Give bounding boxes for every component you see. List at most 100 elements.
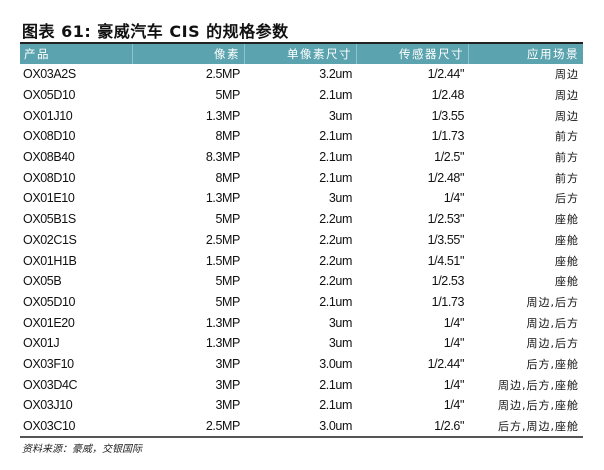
cell-product: OX02C1S (23, 232, 77, 247)
cell-sensor-size: 1/4" (443, 398, 465, 413)
cell-product: OX08B40 (23, 150, 75, 165)
cell-sensor-size: 1/2.44" (427, 356, 465, 371)
cell-application: 后方,座舱 (526, 357, 579, 371)
cell-pixel-size: 2.1um (319, 88, 352, 103)
cell-sensor-size: 1/2.53 (431, 274, 465, 289)
cell-sensor-size: 1/4" (443, 336, 465, 351)
cell-pixel-size: 3um (328, 108, 353, 123)
cell-application: 周边,后方 (526, 337, 579, 351)
cell-product: OX03C10 (23, 419, 76, 434)
cell-sensor-size: 1/2.53" (427, 212, 465, 227)
cell-product: OX08D10 (23, 170, 76, 185)
cell-sensor-size: 1/4.51" (427, 253, 465, 268)
header-pixel-size: 单像素尺寸 (245, 44, 357, 64)
cell-application: 前方 (555, 151, 579, 165)
cell-sensor-size: 1/1.73 (431, 294, 465, 309)
cell-pixels: 8MP (215, 170, 240, 185)
cell-application: 周边,后方,座舱 (498, 399, 579, 413)
cell-application: 前方 (555, 171, 579, 185)
source-note: 资料来源：豪威，交银国际 (22, 444, 142, 455)
cell-product: OX01J (23, 336, 60, 351)
table-row: OX01H1B 1.5MP 2.2um 1/4.51" 座舱 (20, 250, 583, 271)
cell-product: OX05B1S (23, 212, 76, 227)
cell-pixel-size: 2.1um (319, 398, 352, 413)
cell-application: 前方 (555, 130, 579, 144)
cell-product: OX03D4C (23, 377, 78, 392)
cell-pixel-size: 2.1um (319, 129, 352, 144)
cell-product: OX01J10 (23, 108, 73, 123)
table-row: OX03A2S 2.5MP 3.2um 1/2.44" 周边 (20, 64, 583, 85)
cell-application: 座舱 (555, 213, 579, 227)
cell-pixel-size: 3um (328, 336, 353, 351)
cell-pixels: 2.5MP (205, 419, 241, 434)
spec-table: 产品 像素 单像素尺寸 传感器尺寸 应用场景 OX03A2S 2.5MP 3.2um… (20, 42, 583, 439)
table-row: OX01J 1.3MP 3um 1/4" 周边,后方 (20, 333, 583, 354)
cell-pixels: 8.3MP (205, 150, 241, 165)
cell-pixels: 3MP (215, 398, 240, 413)
cell-sensor-size: 1/2.6" (434, 419, 464, 434)
header-product: 产品 (20, 44, 133, 64)
cell-pixels: 5MP (215, 212, 240, 227)
cell-sensor-size: 1/4" (443, 315, 465, 330)
cell-pixels: 5MP (215, 88, 240, 103)
cell-sensor-size: 1/4" (443, 377, 465, 392)
table-header: 产品 像素 单像素尺寸 传感器尺寸 应用场景 (20, 44, 583, 64)
cell-pixel-size: 2.1um (319, 377, 352, 392)
cell-product: OX05D10 (23, 88, 76, 103)
table-row: OX01E10 1.3MP 3um 1/4" 后方 (20, 188, 583, 209)
table-row: OX01J10 1.3MP 3um 1/3.55 周边 (20, 105, 583, 126)
cell-pixel-size: 3.0um (319, 419, 352, 434)
table-row: OX05D10 5MP 2.1um 1/1.73 周边,后方 (20, 292, 583, 313)
table-row: OX03J10 3MP 2.1um 1/4" 周边,后方,座舱 (20, 395, 583, 416)
cell-application: 座舱 (555, 233, 579, 247)
cell-product: OX05B (23, 274, 62, 289)
cell-pixels: 5MP (215, 294, 240, 309)
cell-pixels: 2.5MP (205, 67, 241, 82)
table-row: OX08D10 8MP 2.1um 1/2.48" 前方 (20, 167, 583, 188)
cell-application: 周边,后方 (526, 316, 579, 330)
cell-application: 周边,后方,座舱 (498, 378, 579, 392)
cell-pixel-size: 2.2um (319, 212, 352, 227)
table-row: OX05B1S 5MP 2.2um 1/2.53" 座舱 (20, 209, 583, 230)
cell-pixels: 3MP (215, 377, 240, 392)
cell-sensor-size: 1/2.48 (431, 88, 465, 103)
cell-application: 周边 (555, 89, 579, 103)
cell-sensor-size: 1/3.55 (431, 108, 465, 123)
cell-pixels: 3MP (215, 356, 240, 371)
table-row: OX03C10 2.5MP 3.0um 1/2.6" 后方,周边,座舱 (20, 416, 583, 437)
cell-sensor-size: 1/4" (443, 191, 465, 206)
cell-pixel-size: 2.1um (319, 150, 352, 165)
cell-pixels: 5MP (215, 274, 240, 289)
cell-pixel-size: 2.1um (319, 170, 352, 185)
cell-product: OX01E10 (23, 191, 75, 206)
cell-pixel-size: 2.2um (319, 253, 352, 268)
cell-application: 座舱 (555, 275, 579, 289)
table-row: OX05B 5MP 2.2um 1/2.53 座舱 (20, 271, 583, 292)
cell-sensor-size: 1/3.55" (427, 232, 465, 247)
header-pixels: 像素 (133, 44, 245, 64)
table-row: OX08B40 8.3MP 2.1um 1/2.5" 前方 (20, 147, 583, 168)
table-body: OX03A2S 2.5MP 3.2um 1/2.44" 周边 OX05D10 5MP 2.1u… (20, 64, 583, 436)
table-row: OX03D4C 3MP 2.1um 1/4" 周边,后方,座舱 (20, 374, 583, 395)
cell-sensor-size: 1/1.73 (431, 129, 465, 144)
cell-pixel-size: 3um (328, 191, 353, 206)
cell-pixel-size: 3um (328, 315, 353, 330)
cell-application: 周边,后方 (526, 295, 579, 309)
cell-pixels: 1.3MP (205, 336, 241, 351)
cell-application: 周边 (555, 109, 579, 123)
cell-pixels: 8MP (215, 129, 240, 144)
cell-pixels: 1.3MP (205, 191, 241, 206)
cell-pixel-size: 2.2um (319, 232, 352, 247)
cell-pixels: 1.3MP (205, 315, 241, 330)
cell-sensor-size: 1/2.48" (427, 170, 465, 185)
cell-application: 后方,周边,座舱 (498, 420, 579, 434)
table-row: OX08D10 8MP 2.1um 1/1.73 前方 (20, 126, 583, 147)
cell-pixel-size: 2.2um (319, 274, 352, 289)
cell-product: OX03A2S (23, 67, 76, 82)
cell-application: 后方 (555, 192, 579, 206)
cell-pixels: 2.5MP (205, 232, 241, 247)
cell-product: OX03J10 (23, 398, 73, 413)
cell-application: 周边 (555, 68, 579, 82)
figure-title: 图表 61: 豪威汽车 CIS 的规格参数 (22, 22, 289, 41)
cell-pixels: 1.5MP (205, 253, 241, 268)
